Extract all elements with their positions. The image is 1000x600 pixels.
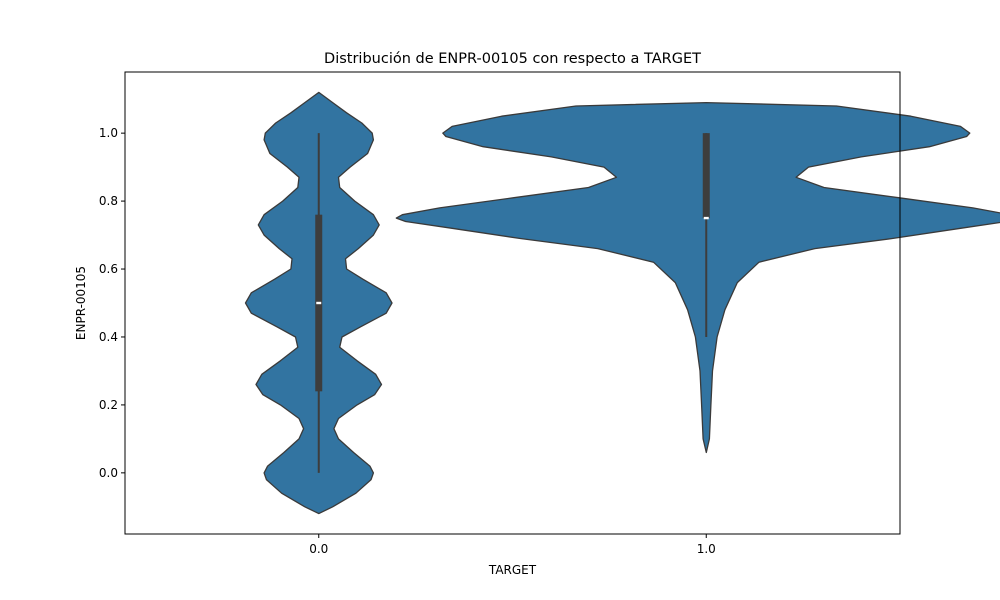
y-tick-label: 1.0 [99, 126, 118, 140]
violin-median-1 [703, 216, 709, 220]
y-tick-label: 0.6 [99, 262, 118, 276]
tick-layer: 0.0 0.2 0.4 0.6 0.8 1.0 0.0 1.0 [99, 126, 716, 556]
plot-frame [124, 71, 901, 535]
violin-median-0 [316, 301, 322, 305]
x-tick-label: 0.0 [309, 542, 328, 556]
y-tick-label: 0.2 [99, 398, 118, 412]
chart-title: Distribución de ENPR-00105 con respecto … [324, 51, 701, 67]
y-axis-label: ENPR-00105 [74, 266, 88, 340]
y-tick-label: 0.0 [99, 466, 118, 480]
violin-body-1 [395, 101, 1000, 454]
x-axis-label: TARGET [488, 563, 537, 577]
y-tick-label: 0.8 [99, 194, 118, 208]
violin-iqr-box-1 [702, 133, 710, 219]
y-tick-label: 0.4 [99, 330, 118, 344]
violin-layer [244, 91, 1000, 515]
x-tick-label: 1.0 [697, 542, 716, 556]
